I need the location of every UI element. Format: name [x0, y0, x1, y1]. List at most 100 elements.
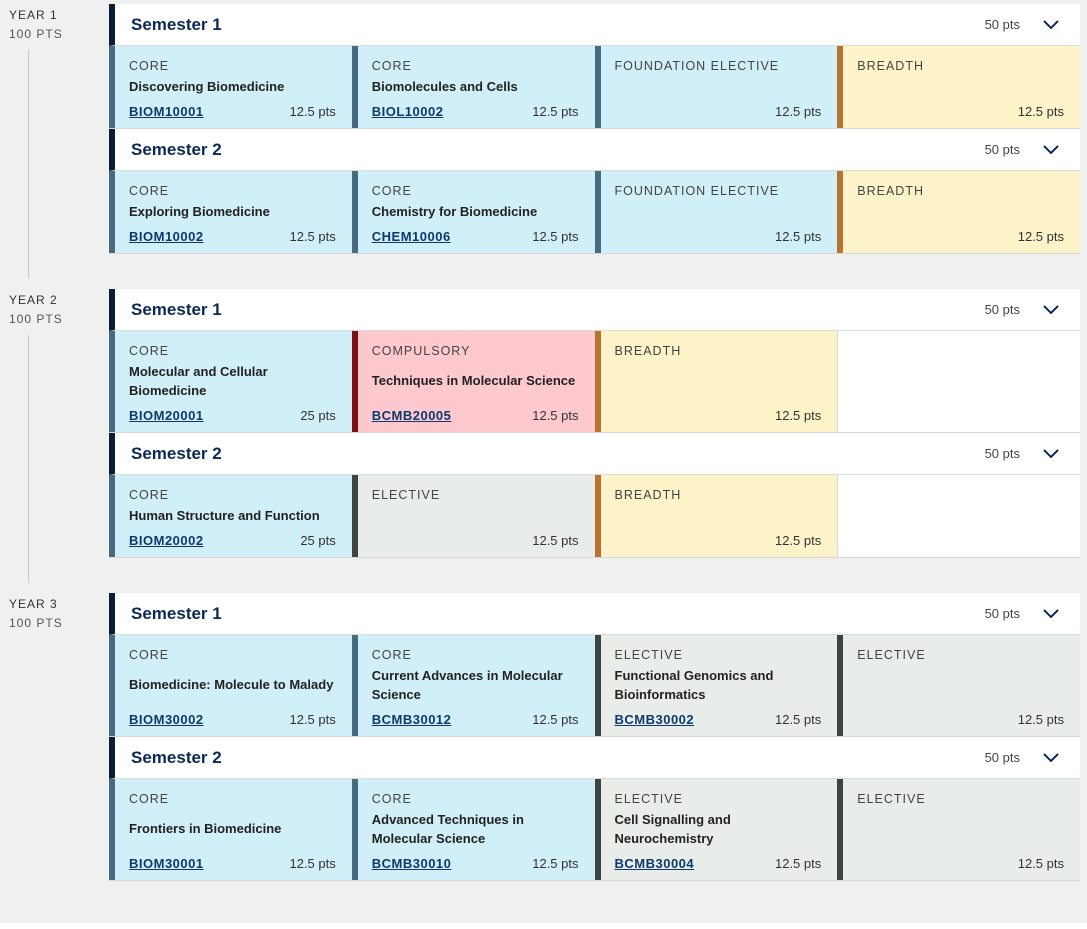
subject-points: 12.5 pts — [774, 104, 822, 119]
subject-card[interactable]: CORE Molecular and Cellular Biomedicine … — [109, 331, 352, 432]
year-title: YEAR 3 — [9, 597, 58, 611]
subject-card[interactable]: ELECTIVE Cell Signalling and Neurochemis… — [594, 779, 838, 880]
subject-code-link[interactable]: BIOL10002 — [371, 104, 444, 119]
semester-points: 50 pts — [984, 606, 1020, 621]
subject-card[interactable]: COMPULSORY Techniques in Molecular Scien… — [351, 331, 595, 432]
subject-points: 12.5 pts — [532, 712, 579, 727]
subject-name: Current Advances in Molecular Science — [371, 668, 563, 702]
semester-1: Semester 1 50 pts CORE Molecular and Cel… — [109, 289, 1080, 433]
subject-code-link[interactable]: BIOM20002 — [129, 533, 204, 548]
semester-header[interactable]: Semester 2 50 pts — [109, 737, 1080, 779]
subject-type: CORE — [129, 792, 170, 806]
subject-card[interactable]: CORE Biomolecules and Cells BIOL10002 12.… — [351, 46, 595, 128]
subject-code-link[interactable]: BCMB30012 — [371, 712, 452, 727]
subject-code-link[interactable]: BCMB20005 — [371, 408, 452, 423]
subject-type: CORE — [129, 344, 170, 358]
chevron-down-icon[interactable] — [1038, 15, 1064, 35]
subject-card-placeholder[interactable]: ELECTIVE 12.5 pts — [837, 635, 1080, 736]
chevron-down-icon[interactable] — [1038, 300, 1064, 320]
year-title: YEAR 1 — [9, 8, 58, 22]
subject-code-link[interactable]: BCMB30010 — [371, 856, 452, 871]
subject-points: 12.5 pts — [289, 856, 336, 871]
subject-name: Frontiers in Biomedicine — [129, 821, 282, 836]
subject-card-placeholder[interactable]: BREADTH 12.5 pts — [837, 171, 1080, 253]
semester-points: 50 pts — [984, 142, 1020, 157]
subject-card[interactable]: CORE Human Structure and Function BIOM20… — [109, 475, 352, 557]
subject-row: CORE Human Structure and Function BIOM20… — [109, 475, 1080, 558]
subject-card[interactable]: CORE Chemistry for Biomedicine CHEM10006… — [351, 171, 595, 253]
subject-card[interactable]: CORE Advanced Techniques in Molecular Sc… — [351, 779, 595, 880]
subject-points: 12.5 pts — [532, 229, 579, 244]
subject-card-placeholder[interactable]: ELECTIVE 12.5 pts — [837, 779, 1080, 880]
subject-code-link[interactable]: CHEM10006 — [371, 229, 451, 244]
subject-row: CORE Biomedicine: Molecule to Malady BIO… — [109, 635, 1080, 737]
chevron-down-icon[interactable] — [1038, 140, 1064, 160]
subject-points: 12.5 pts — [289, 104, 336, 119]
semester-header[interactable]: Semester 1 50 pts — [109, 593, 1080, 635]
semester-header[interactable]: Semester 2 50 pts — [109, 433, 1080, 475]
subject-type: ELECTIVE — [857, 648, 926, 662]
subject-code-link[interactable]: BIOM30002 — [129, 712, 204, 727]
semester-1: Semester 1 50 pts CORE Discovering Biome… — [109, 4, 1080, 129]
semester-points: 50 pts — [984, 446, 1020, 461]
subject-row: CORE Molecular and Cellular Biomedicine … — [109, 331, 1080, 433]
subject-name: Functional Genomics and Bioinformatics — [614, 668, 774, 702]
subject-card-placeholder[interactable]: FOUNDATION ELECTIVE 12.5 pts — [594, 171, 838, 253]
subject-card[interactable]: CORE Frontiers in Biomedicine BIOM30001 1… — [109, 779, 352, 880]
semester-title: Semester 1 — [131, 14, 222, 34]
subject-card-placeholder[interactable]: BREADTH 12.5 pts — [594, 475, 838, 557]
semester-header[interactable]: Semester 1 50 pts — [109, 4, 1080, 46]
subject-name: Molecular and Cellular Biomedicine — [129, 364, 268, 398]
subject-row: CORE Exploring Biomedicine BIOM10002 12.5… — [109, 171, 1080, 254]
subject-card[interactable]: ELECTIVE Functional Genomics and Bioinfo… — [594, 635, 838, 736]
subject-card-placeholder[interactable]: ELECTIVE 12.5 pts — [351, 475, 595, 557]
subject-name: Chemistry for Biomedicine — [371, 204, 538, 219]
subject-card[interactable]: CORE Biomedicine: Molecule to Malady BIO… — [109, 635, 352, 736]
subject-points: 25 pts — [300, 408, 336, 423]
chevron-down-icon[interactable] — [1038, 748, 1064, 768]
subject-code-link[interactable]: BIOM10002 — [129, 229, 204, 244]
subject-points: 12.5 pts — [774, 856, 822, 871]
semester-title: Semester 2 — [131, 443, 222, 463]
semester-2: Semester 2 50 pts CORE Exploring Biomedi… — [109, 129, 1080, 254]
year-points: 100 PTS — [9, 312, 63, 326]
subject-card[interactable]: CORE Current Advances in Molecular Scien… — [351, 635, 595, 736]
subject-points: 12.5 pts — [1017, 856, 1064, 871]
year-points: 100 PTS — [9, 616, 63, 630]
subject-name: Biomedicine: Molecule to Malady — [129, 677, 334, 692]
subject-code-link[interactable]: BCMB30002 — [614, 712, 695, 727]
semester-header[interactable]: Semester 2 50 pts — [109, 129, 1080, 171]
year-title: YEAR 2 — [9, 293, 58, 307]
empty-slot — [837, 475, 1080, 557]
semester-header[interactable]: Semester 1 50 pts — [109, 289, 1080, 331]
chevron-down-icon[interactable] — [1038, 444, 1064, 464]
subject-code-link[interactable]: BCMB30004 — [614, 856, 695, 871]
subject-type: COMPULSORY — [371, 344, 471, 358]
subject-points: 12.5 pts — [1017, 104, 1064, 119]
semester-2: Semester 2 50 pts CORE Frontiers in Biom… — [109, 737, 1080, 881]
subject-type: CORE — [129, 59, 170, 73]
subject-name: Biomolecules and Cells — [371, 79, 518, 94]
subject-type: CORE — [371, 792, 412, 806]
subject-card-placeholder[interactable]: FOUNDATION ELECTIVE 12.5 pts — [594, 46, 838, 128]
subject-points: 12.5 pts — [532, 856, 579, 871]
subject-card[interactable]: CORE Exploring Biomedicine BIOM10002 12.5… — [109, 171, 352, 253]
semester-points: 50 pts — [984, 750, 1020, 765]
subject-points: 25 pts — [300, 533, 336, 548]
year-label: YEAR 2 100 PTS — [9, 291, 63, 329]
subject-code-link[interactable]: BIOM30001 — [129, 856, 204, 871]
subject-name: Discovering Biomedicine — [129, 79, 285, 94]
subject-card[interactable]: CORE Discovering Biomedicine BIOM10001 12… — [109, 46, 352, 128]
subject-points: 12.5 pts — [1017, 229, 1064, 244]
subject-card-placeholder[interactable]: BREADTH 12.5 pts — [594, 331, 838, 432]
subject-name: Human Structure and Function — [129, 508, 320, 523]
subject-code-link[interactable]: BIOM10001 — [129, 104, 204, 119]
subject-points: 12.5 pts — [774, 408, 822, 423]
subject-type: ELECTIVE — [371, 488, 441, 502]
chevron-down-icon[interactable] — [1038, 604, 1064, 624]
semester-title: Semester 1 — [131, 603, 222, 623]
subject-card-placeholder[interactable]: BREADTH 12.5 pts — [837, 46, 1080, 128]
subject-code-link[interactable]: BIOM20001 — [129, 408, 204, 423]
footer-divider — [0, 923, 1087, 929]
